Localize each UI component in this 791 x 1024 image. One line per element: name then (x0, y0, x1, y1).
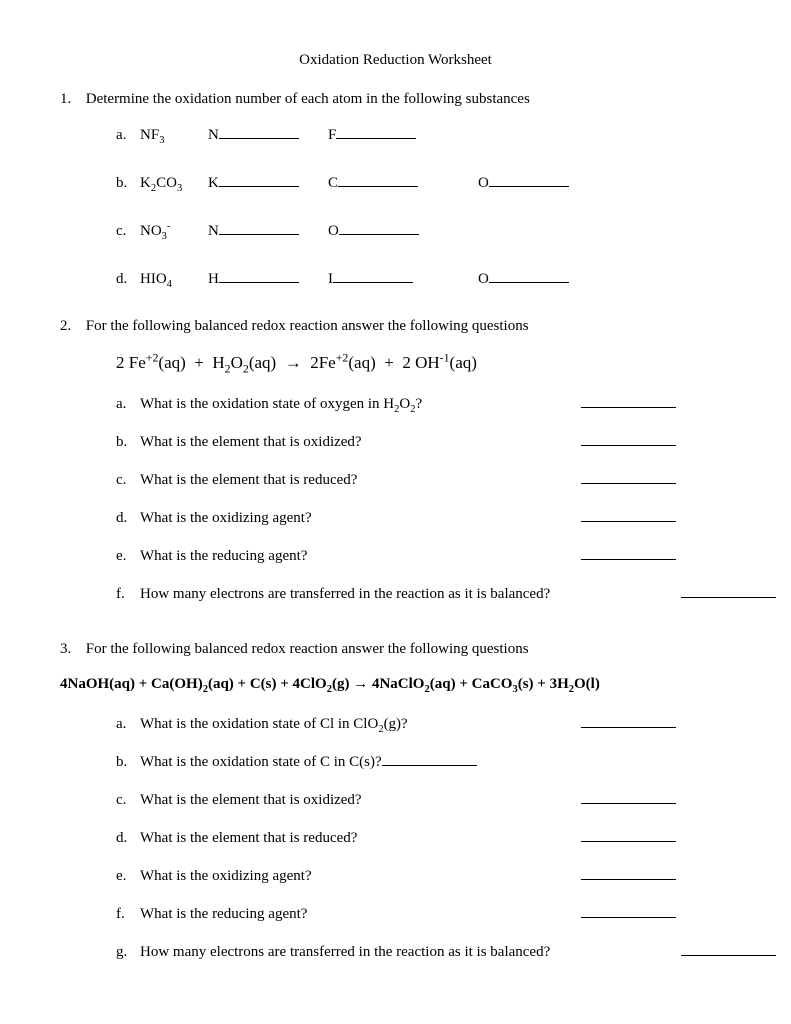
answer-blank[interactable] (219, 172, 299, 187)
q2-item: a.What is the oxidation state of oxygen … (116, 393, 676, 415)
answer-blank[interactable] (681, 583, 776, 598)
item-letter: f. (116, 904, 140, 925)
answer-blank[interactable] (581, 545, 676, 560)
item-formula: NO3- (140, 221, 208, 242)
item-letter: f. (116, 584, 140, 605)
q3-item: g.How many electrons are transferred in … (116, 941, 776, 963)
item-text: What is the element that is oxidized? (140, 432, 581, 453)
answer-blank[interactable] (581, 789, 676, 804)
q2-item: f.How many electrons are transferred in … (116, 583, 776, 605)
item-letter: a. (116, 125, 140, 146)
item-letter: a. (116, 714, 140, 735)
q3-items: a.What is the oxidation state of Cl in C… (116, 713, 731, 963)
answer-blank[interactable] (581, 507, 676, 522)
item-text: What is the oxidizing agent? (140, 866, 581, 887)
answer-blank[interactable] (581, 469, 676, 484)
q3-item: f.What is the reducing agent? (116, 903, 676, 925)
answer-blank[interactable] (219, 268, 299, 283)
item-letter: e. (116, 546, 140, 567)
q2-item: d.What is the oxidizing agent? (116, 507, 676, 529)
q2-item: e.What is the reducing agent? (116, 545, 676, 567)
item-letter: c. (116, 470, 140, 491)
item-text: How many electrons are transferred in th… (140, 942, 681, 963)
worksheet-title: Oxidation Reduction Worksheet (60, 50, 731, 71)
q2-equation: 2 Fe+2(aq) + H2O2(aq) → 2Fe+2(aq) + 2 OH… (116, 351, 731, 375)
answer-blank[interactable] (681, 941, 776, 956)
q3-item: d.What is the element that is reduced? (116, 827, 676, 849)
q3-equation: 4NaOH(aq) + Ca(OH)2(aq) + C(s) + 4ClO2(g… (60, 674, 731, 695)
item-text: What is the element that is reduced? (140, 470, 581, 491)
answer-blank[interactable] (489, 172, 569, 187)
answer-blank[interactable] (581, 865, 676, 880)
question-3: 3. For the following balanced redox reac… (60, 639, 731, 660)
item-letter: b. (116, 752, 140, 773)
item-letter: e. (116, 866, 140, 887)
item-text: How many electrons are transferred in th… (140, 584, 681, 605)
blank-col: N (208, 124, 328, 146)
answer-blank[interactable] (489, 268, 569, 283)
blank-col: F (328, 124, 478, 146)
q3-item: b.What is the oxidation state of C in C(… (116, 751, 676, 773)
blank-col: C (328, 172, 478, 194)
item-letter: g. (116, 942, 140, 963)
blank-col: H (208, 268, 328, 290)
q3-item: e.What is the oxidizing agent? (116, 865, 676, 887)
answer-blank[interactable] (219, 220, 299, 235)
q3-item: a.What is the oxidation state of Cl in C… (116, 713, 676, 735)
blank-col: I (328, 268, 478, 290)
answer-blank[interactable] (219, 124, 299, 139)
item-letter: a. (116, 394, 140, 415)
q2-item: c.What is the element that is reduced? (116, 469, 676, 491)
answer-blank[interactable] (339, 220, 419, 235)
item-formula: NF3 (140, 125, 208, 146)
answer-blank[interactable] (336, 124, 416, 139)
q1-item: d.HIO4HIO (116, 268, 731, 290)
question-1: 1. Determine the oxidation number of eac… (60, 89, 731, 110)
q2-items: a.What is the oxidation state of oxygen … (116, 393, 731, 605)
answer-blank[interactable] (382, 751, 477, 766)
item-letter: b. (116, 432, 140, 453)
q1-item: b.K2CO3KCO (116, 172, 731, 194)
item-text: What is the reducing agent? (140, 904, 581, 925)
item-formula: K2CO3 (140, 173, 208, 194)
answer-blank[interactable] (581, 827, 676, 842)
item-formula: HIO4 (140, 269, 208, 290)
item-text: What is the oxidation state of oxygen in… (140, 394, 581, 415)
answer-blank[interactable] (333, 268, 413, 283)
q1-item: a.NF3NF (116, 124, 731, 146)
item-letter: d. (116, 269, 140, 290)
blank-col: O (328, 220, 478, 242)
question-2: 2. For the following balanced redox reac… (60, 316, 731, 337)
item-letter: c. (116, 221, 140, 242)
answer-blank[interactable] (581, 713, 676, 728)
item-text: What is the oxidation state of Cl in ClO… (140, 714, 581, 735)
item-text: What is the reducing agent? (140, 546, 581, 567)
q1-text: Determine the oxidation number of each a… (86, 91, 530, 107)
item-letter: b. (116, 173, 140, 194)
item-text: What is the element that is oxidized? (140, 790, 581, 811)
q3-number: 3. (60, 639, 82, 660)
answer-blank[interactable] (338, 172, 418, 187)
q2-number: 2. (60, 316, 82, 337)
item-text: What is the oxidation state of C in C(s)… (140, 751, 676, 773)
answer-blank[interactable] (581, 393, 676, 408)
item-letter: d. (116, 828, 140, 849)
item-text: What is the oxidizing agent? (140, 508, 581, 529)
q1-item: c.NO3-NO (116, 220, 731, 242)
answer-blank[interactable] (581, 431, 676, 446)
blank-col: O (478, 172, 569, 194)
item-letter: c. (116, 790, 140, 811)
q3-text: For the following balanced redox reactio… (86, 641, 529, 657)
answer-blank[interactable] (581, 903, 676, 918)
item-letter: d. (116, 508, 140, 529)
blank-col: O (478, 268, 569, 290)
q1-items: a.NF3NFb.K2CO3KCOc.NO3-NOd.HIO4HIO (116, 124, 731, 290)
q2-item: b.What is the element that is oxidized? (116, 431, 676, 453)
blank-col: K (208, 172, 328, 194)
q3-item: c.What is the element that is oxidized? (116, 789, 676, 811)
q2-text: For the following balanced redox reactio… (86, 318, 529, 334)
q1-number: 1. (60, 89, 82, 110)
item-text: What is the element that is reduced? (140, 828, 581, 849)
blank-col: N (208, 220, 328, 242)
